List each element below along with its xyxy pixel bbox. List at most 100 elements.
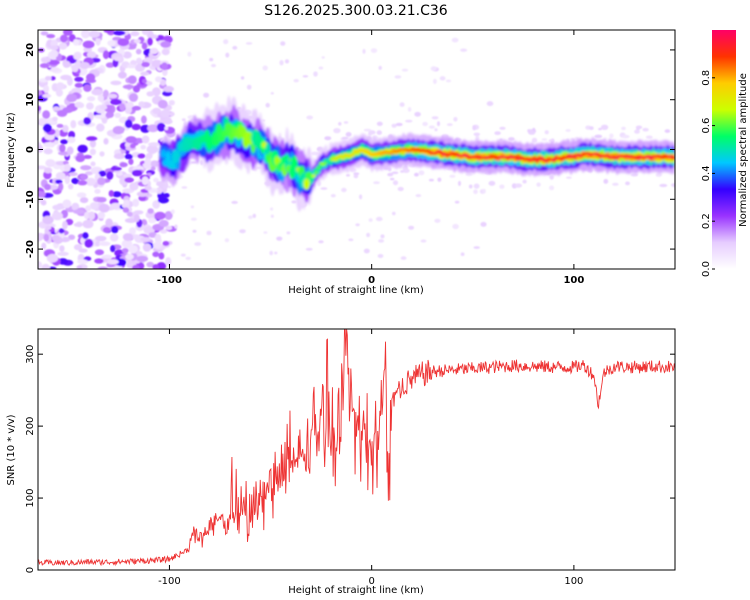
heatmap-cell [141, 176, 149, 186]
heatmap-cell [66, 93, 78, 103]
heatmap-cell [453, 117, 458, 122]
heatmap-cell [192, 229, 197, 233]
heatmap-cell [103, 138, 109, 145]
heatmap-cell [77, 180, 88, 186]
heatmap-cell [62, 220, 68, 230]
heatmap-cell [488, 180, 496, 186]
heatmap-cell [514, 183, 523, 188]
heatmap-cell [44, 76, 52, 81]
heatmap-cell [132, 198, 140, 207]
heatmap-cell [76, 192, 87, 198]
heatmap-cell [131, 123, 141, 131]
colorbar: 0.0 0.2 0.4 0.6 0.8 Normalized spectral ampl… [701, 30, 749, 277]
heatmap-cell [531, 137, 538, 143]
heatmap-cell [225, 52, 230, 58]
heatmap-cell [73, 38, 80, 46]
heatmap-cell [437, 177, 442, 182]
heatmap-cell [263, 231, 268, 234]
heatmap-cell [306, 115, 314, 120]
heatmap-cell [541, 138, 548, 141]
heatmap-cell [140, 71, 150, 76]
heatmap-cell [86, 51, 97, 59]
heatmap-cell [68, 183, 74, 190]
heatmap-cell [209, 57, 214, 62]
heatmap-cell [378, 65, 382, 70]
heatmap-cell [77, 259, 89, 265]
heatmap-cell [473, 132, 481, 136]
heatmap-cell [84, 238, 94, 248]
x-tick-label: 100 [564, 576, 583, 587]
heatmap-cell [40, 57, 51, 63]
ridge-cell [367, 151, 372, 155]
heatmap-cell [55, 172, 66, 180]
heatmap-cell [164, 126, 169, 131]
heatmap-cell [150, 166, 156, 171]
heatmap-cell [338, 122, 342, 126]
heatmap-cell [131, 105, 142, 111]
heatmap-cell [387, 172, 394, 177]
heatmap-cell [428, 178, 434, 182]
ridge-cell [326, 160, 331, 164]
heatmap-cell [44, 183, 51, 191]
heatmap-cell [62, 107, 74, 114]
heatmap-cell [136, 83, 148, 88]
heatmap-cell [38, 117, 48, 127]
heatmap-cell [376, 121, 383, 127]
heatmap-cell [95, 36, 101, 46]
heatmap-cell [49, 49, 59, 58]
heatmap-cell [73, 52, 81, 60]
heatmap-cell [146, 152, 153, 160]
heatmap-cell [148, 232, 157, 238]
heatmap-cell [70, 120, 77, 129]
heatmap-cell [133, 39, 141, 44]
heatmap-cell [311, 151, 319, 156]
heatmap-cell [82, 232, 89, 240]
colorbar-tick-label: 0.2 [701, 213, 712, 229]
heatmap-cell [366, 232, 370, 238]
heatmap-cell [231, 200, 238, 204]
heatmap-cell [85, 171, 93, 176]
heatmap-cell [124, 177, 134, 183]
heatmap-cell [115, 258, 127, 267]
ridge-cell [670, 156, 675, 160]
heatmap-cell [129, 143, 136, 149]
ridge-cell [379, 152, 385, 156]
heatmap-cell [598, 127, 602, 131]
heatmap-cell [437, 121, 440, 127]
heatmap-cell [86, 96, 96, 102]
heatmap-cell [98, 203, 110, 213]
heatmap-cell [118, 71, 127, 79]
heatmap-cell [460, 252, 465, 256]
x-tick-label: -100 [158, 576, 181, 587]
heatmap-cell [165, 225, 173, 231]
heatmap-cell [252, 213, 256, 218]
heatmap-cell [362, 48, 366, 54]
heatmap-cell [549, 185, 555, 191]
heatmap-cell [71, 177, 80, 185]
ridge-cell [425, 148, 431, 152]
heatmap-cell [549, 175, 554, 180]
heatmap-cell [161, 62, 168, 71]
heatmap-cell [79, 174, 88, 180]
heatmap-cell [472, 125, 477, 131]
heatmap-cell [162, 118, 173, 125]
heatmap-cell [111, 226, 119, 234]
heatmap-cell [333, 128, 341, 134]
heatmap-cell [140, 144, 146, 150]
heatmap-cell [452, 223, 459, 230]
y-tick-label: 0 [25, 567, 36, 573]
heatmap-cell [58, 228, 65, 234]
heatmap-cell [279, 60, 284, 66]
heatmap-cell [75, 154, 85, 163]
heatmap-cell [187, 51, 192, 57]
heatmap-cell [395, 122, 403, 127]
heatmap-cell [136, 255, 149, 262]
heatmap-cell [146, 261, 154, 268]
heatmap-cell [54, 128, 60, 138]
heatmap-cell [48, 60, 60, 65]
heatmap-cell [40, 31, 49, 36]
heatmap-cell [392, 180, 399, 186]
heatmap-cell [60, 139, 68, 145]
heatmap-cell [246, 84, 252, 90]
